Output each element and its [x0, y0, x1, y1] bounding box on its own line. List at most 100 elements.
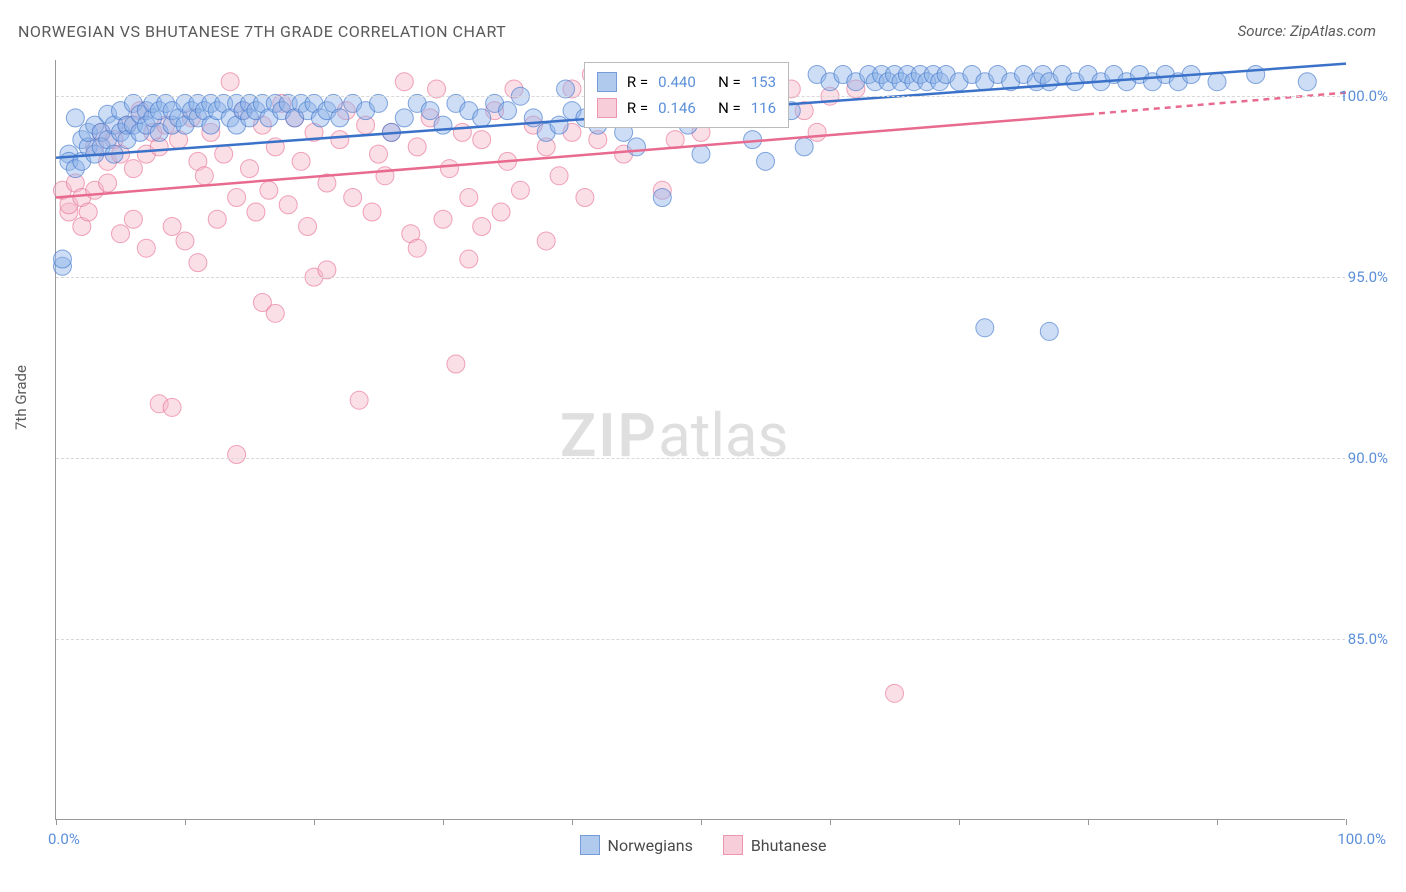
ytick-label: 100.0% [1339, 87, 1388, 105]
series1-point [66, 109, 84, 127]
series2-point [550, 167, 568, 185]
source-label: Source: ZipAtlas.com [1238, 22, 1376, 40]
ytick-label: 95.0% [1348, 268, 1388, 286]
series1-point [976, 319, 994, 337]
ytick-label: 85.0% [1348, 630, 1388, 648]
series2-point [511, 181, 529, 199]
series2-point [363, 203, 381, 221]
series1-point [421, 102, 439, 120]
n-label: N = [718, 73, 741, 91]
series2-point [299, 217, 317, 235]
legend-stats: R = 0.440 N = 153 R = 0.146 N = 116 [584, 62, 789, 128]
series2-point [176, 232, 194, 250]
series2-point [208, 210, 226, 228]
series2-point [79, 203, 97, 221]
series2-point [124, 210, 142, 228]
series2-point [473, 131, 491, 149]
xtick [1088, 819, 1089, 825]
chart-title: NORWEGIAN VS BHUTANESE 7TH GRADE CORRELA… [18, 22, 506, 41]
series1-point [1298, 73, 1316, 91]
series2-point [434, 210, 452, 228]
series2-point [370, 145, 388, 163]
series2-point [137, 239, 155, 257]
series2-point [492, 203, 510, 221]
series2-point [279, 196, 297, 214]
series2-point [473, 217, 491, 235]
xtick [959, 819, 960, 825]
legend-stats-swatch [597, 98, 617, 118]
series1-point [331, 109, 349, 127]
gridline-h [56, 277, 1345, 278]
series1-point [653, 189, 671, 207]
series2-point [163, 217, 181, 235]
r-label: R = [627, 73, 648, 91]
series1-point [692, 145, 710, 163]
xtick [314, 819, 315, 825]
series2-point [99, 174, 117, 192]
r-value: 0.146 [658, 99, 708, 117]
series2-point [163, 398, 181, 416]
xtick-label-right: 100.0% [1337, 830, 1386, 848]
series2-point [395, 73, 413, 91]
gridline-h [56, 458, 1345, 459]
xtick [1346, 819, 1347, 825]
series2-point [350, 391, 368, 409]
chart-svg [56, 60, 1345, 819]
series2-point [221, 73, 239, 91]
series2-point [241, 160, 259, 178]
n-label: N = [718, 99, 741, 117]
series2-point [447, 355, 465, 373]
legend-item-2: Bhutanese [723, 835, 827, 855]
legend-label-2: Bhutanese [751, 836, 827, 855]
xtick [443, 819, 444, 825]
series2-point [460, 250, 478, 268]
series2-point [112, 225, 130, 243]
legend-stats-row: R = 0.146 N = 116 [597, 95, 776, 121]
series1-point [434, 116, 452, 134]
xtick [572, 819, 573, 825]
series2-point [460, 189, 478, 207]
gridline-h [56, 639, 1345, 640]
plot-area [55, 60, 1345, 820]
series1-point [473, 109, 491, 127]
legend-stats-swatch [597, 72, 617, 92]
series2-point [124, 160, 142, 178]
xtick [830, 819, 831, 825]
series1-point [1040, 322, 1058, 340]
series1-point [1208, 73, 1226, 91]
series2-point [576, 189, 594, 207]
legend-bottom: Norwegians Bhutanese [0, 835, 1406, 855]
series1-point [395, 109, 413, 127]
r-value: 0.440 [658, 73, 708, 91]
legend-item-1: Norwegians [580, 835, 693, 855]
series2-point [537, 232, 555, 250]
n-value: 116 [751, 99, 776, 117]
n-value: 153 [751, 73, 776, 91]
xtick [1217, 819, 1218, 825]
y-axis-label: 7th Grade [12, 365, 30, 430]
xtick [185, 819, 186, 825]
ytick-label: 90.0% [1348, 449, 1388, 467]
series2-point [266, 304, 284, 322]
r-label: R = [627, 99, 648, 117]
series2-point [260, 181, 278, 199]
series2-point [408, 138, 426, 156]
series2-point [808, 123, 826, 141]
chart-container: NORWEGIAN VS BHUTANESE 7TH GRADE CORRELA… [0, 0, 1406, 892]
series2-point [886, 684, 904, 702]
legend-label-1: Norwegians [608, 836, 693, 855]
series1-point [795, 138, 813, 156]
series2-point [228, 189, 246, 207]
series2-point [344, 189, 362, 207]
xtick [701, 819, 702, 825]
series1-point [628, 138, 646, 156]
series2-point [292, 152, 310, 170]
series1-point [757, 152, 775, 170]
series2-point [440, 160, 458, 178]
series2-point [228, 445, 246, 463]
series2-point [453, 123, 471, 141]
xtick [56, 819, 57, 825]
xtick-label-left: 0.0% [48, 830, 80, 848]
series1-point [1247, 65, 1265, 83]
series1-point [499, 102, 517, 120]
